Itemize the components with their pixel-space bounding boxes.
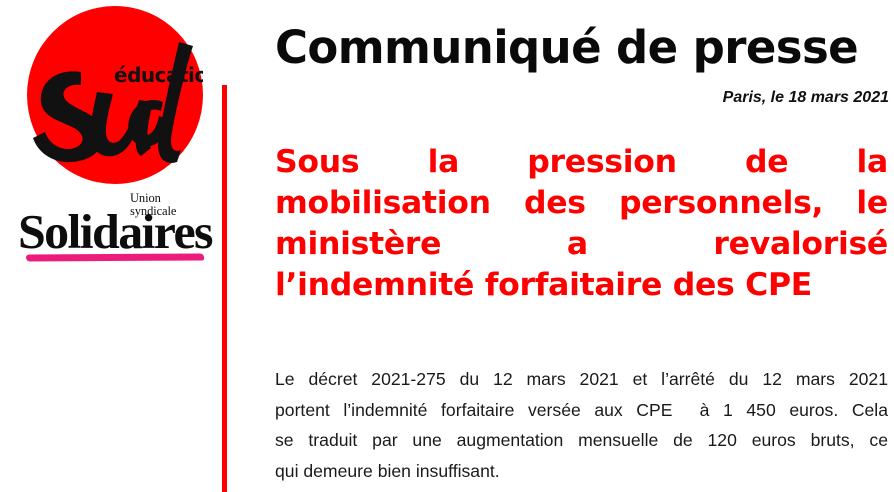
headline-line: ministère a revalorisé xyxy=(275,226,888,262)
vertical-red-divider xyxy=(222,85,227,492)
sud-logo-artwork: éducation xyxy=(33,42,203,163)
headline-line: mobilisation des personnels, le xyxy=(275,185,888,221)
body-paragraph: Le décret 2021-275 du 12 mars 2021 et l’… xyxy=(275,364,888,486)
union-line-1: Union xyxy=(130,191,161,205)
solidaires-logo: Union syndicale Solidaires xyxy=(18,192,213,267)
headline: Sous la pression de la mobilisation des … xyxy=(275,142,888,306)
sud-education-logo: éducation xyxy=(27,6,203,184)
union-syndicale-text: Union syndicale xyxy=(130,192,208,217)
solidaires-wordmark: Solidaires xyxy=(18,204,213,259)
sud-tagline-text: éducation xyxy=(114,63,203,87)
logo-column: éducation Union syndicale Solidaires xyxy=(0,0,215,492)
headline-line: l’indemnité forfaitaire des CPE xyxy=(275,267,812,303)
body-line: Le décret 2021-275 du 12 mars 2021 et l’… xyxy=(275,369,888,389)
dateline: Paris, le 18 mars 2021 xyxy=(722,89,889,106)
union-line-2: syndicale xyxy=(130,203,177,218)
sud-script-glyphs xyxy=(33,42,193,163)
body-line: qui demeure bien insuffisant. xyxy=(275,460,500,481)
page-title: Communiqué de presse xyxy=(275,21,859,74)
body-line: se traduit par une augmentation mensuell… xyxy=(275,430,888,450)
headline-line: Sous la pression de la xyxy=(275,144,888,180)
body-line: portent l’indemnité forfaitaire versée a… xyxy=(275,399,888,420)
solidaires-underline-stroke xyxy=(25,253,205,262)
content-column: Communiqué de presse Paris, le 18 mars 2… xyxy=(275,0,890,492)
